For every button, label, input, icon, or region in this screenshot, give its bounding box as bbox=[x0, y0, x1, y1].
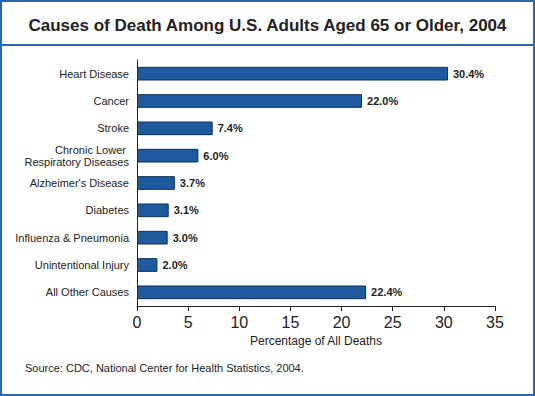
svg-text:5: 5 bbox=[184, 314, 193, 331]
svg-text:35: 35 bbox=[486, 314, 504, 331]
svg-text:30: 30 bbox=[435, 314, 453, 331]
svg-text:Respiratory Diseases: Respiratory Diseases bbox=[24, 156, 129, 168]
svg-text:Stroke: Stroke bbox=[97, 122, 129, 134]
svg-text:22.0%: 22.0% bbox=[367, 95, 398, 107]
svg-text:30.4%: 30.4% bbox=[453, 68, 484, 80]
svg-text:22.4%: 22.4% bbox=[371, 286, 402, 298]
svg-text:10: 10 bbox=[230, 314, 248, 331]
svg-text:7.4%: 7.4% bbox=[218, 122, 243, 134]
svg-text:Alzheimer's Disease: Alzheimer's Disease bbox=[30, 177, 129, 189]
svg-text:20: 20 bbox=[333, 314, 351, 331]
svg-text:Diabetes: Diabetes bbox=[86, 204, 130, 216]
svg-text:2.0%: 2.0% bbox=[162, 259, 187, 271]
svg-text:15: 15 bbox=[282, 314, 300, 331]
svg-text:Chronic Lower: Chronic Lower bbox=[55, 144, 129, 156]
svg-text:Influenza & Pneumonia: Influenza & Pneumonia bbox=[15, 232, 130, 244]
svg-text:3.7%: 3.7% bbox=[180, 177, 205, 189]
svg-text:0: 0 bbox=[133, 314, 142, 331]
svg-text:6.0%: 6.0% bbox=[203, 150, 228, 162]
svg-text:All Other Causes: All Other Causes bbox=[46, 286, 130, 298]
svg-text:Unintentional Injury: Unintentional Injury bbox=[35, 259, 130, 271]
svg-text:Causes of Death Among U.S. Adu: Causes of Death Among U.S. Adults Aged 6… bbox=[28, 16, 507, 35]
svg-text:3.1%: 3.1% bbox=[174, 204, 199, 216]
svg-text:Heart Disease: Heart Disease bbox=[59, 68, 129, 80]
svg-text:3.0%: 3.0% bbox=[173, 232, 198, 244]
svg-text:Cancer: Cancer bbox=[94, 95, 130, 107]
svg-text:25: 25 bbox=[384, 314, 402, 331]
svg-text:Percentage of All Deaths: Percentage of All Deaths bbox=[250, 334, 382, 348]
svg-text:Source: CDC, National Center f: Source: CDC, National Center for Health … bbox=[25, 362, 304, 374]
